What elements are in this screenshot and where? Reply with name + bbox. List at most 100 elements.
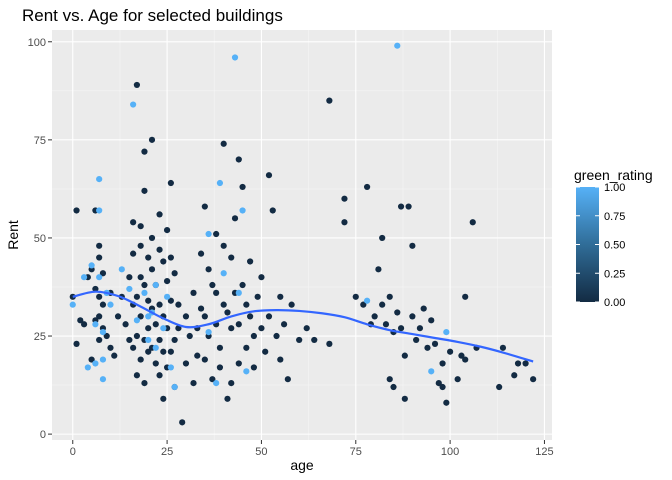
data-point xyxy=(179,419,186,426)
data-point xyxy=(167,297,174,304)
data-point xyxy=(171,336,178,344)
data-point xyxy=(243,344,250,351)
data-point xyxy=(371,313,378,320)
data-point xyxy=(443,399,450,406)
data-point xyxy=(250,364,257,371)
data-point xyxy=(194,352,201,359)
data-point-green xyxy=(99,356,107,363)
data-point xyxy=(209,281,216,289)
data-point xyxy=(273,332,280,340)
data-point xyxy=(182,313,190,320)
data-point xyxy=(405,203,412,210)
data-point-green xyxy=(92,321,99,328)
data-point xyxy=(280,321,288,328)
plot-panel xyxy=(52,30,552,440)
data-point-green xyxy=(363,297,371,304)
data-point xyxy=(420,305,427,312)
data-point xyxy=(341,219,348,226)
data-point xyxy=(439,383,446,391)
data-point xyxy=(235,321,242,328)
data-point-green xyxy=(171,383,178,391)
data-point xyxy=(213,289,220,296)
data-point-green xyxy=(126,285,133,293)
data-point xyxy=(379,301,386,308)
data-point xyxy=(96,254,103,261)
y-tick-label: 25 xyxy=(34,331,46,343)
data-point-green xyxy=(96,207,103,214)
data-point xyxy=(114,313,122,320)
data-point xyxy=(352,293,359,300)
x-tick-label: 100 xyxy=(441,446,459,458)
data-point-green xyxy=(443,329,450,336)
data-point xyxy=(462,356,469,363)
data-point xyxy=(397,325,405,332)
data-point xyxy=(186,332,193,340)
data-point xyxy=(258,325,265,332)
x-tick-label: 50 xyxy=(255,446,267,458)
data-point xyxy=(130,250,137,257)
data-point xyxy=(265,313,273,320)
x-tick-label: 25 xyxy=(161,446,173,458)
data-point xyxy=(220,242,227,249)
data-point xyxy=(424,344,431,351)
data-point-green xyxy=(394,42,401,49)
y-tick-label: 0 xyxy=(40,429,46,441)
data-point xyxy=(133,293,141,300)
data-point xyxy=(254,293,261,300)
x-tick-label: 125 xyxy=(535,446,553,458)
data-point xyxy=(197,250,205,257)
data-point xyxy=(167,254,174,261)
data-point xyxy=(160,348,167,355)
data-point xyxy=(458,352,465,359)
data-point xyxy=(296,336,303,344)
y-tick-label: 50 xyxy=(34,233,46,245)
data-point xyxy=(262,348,269,355)
data-point xyxy=(220,301,227,308)
legend-title: green_rating xyxy=(574,167,653,183)
y-axis-title: Rent xyxy=(5,220,21,250)
data-point-green xyxy=(205,230,212,238)
data-point xyxy=(228,380,235,387)
data-point xyxy=(250,332,257,340)
data-point xyxy=(439,360,446,367)
data-point-green xyxy=(145,336,152,344)
data-point-green xyxy=(231,54,239,61)
data-point xyxy=(375,266,382,273)
data-point xyxy=(99,270,107,277)
data-point xyxy=(462,293,469,300)
data-point xyxy=(303,325,310,332)
data-point xyxy=(137,313,144,320)
x-axis-title: age xyxy=(290,457,314,473)
legend-tick-label: 0.00 xyxy=(604,297,625,309)
data-point xyxy=(382,321,390,328)
data-point xyxy=(201,313,208,320)
data-point xyxy=(401,395,408,402)
data-point xyxy=(235,360,242,367)
data-point-green xyxy=(152,344,159,351)
data-point xyxy=(326,97,333,104)
data-point xyxy=(148,234,156,242)
x-tick-label: 0 xyxy=(70,446,76,458)
legend-tick-label: 0.75 xyxy=(604,211,625,223)
data-point xyxy=(145,325,152,332)
data-point xyxy=(137,223,144,230)
data-point xyxy=(220,140,227,147)
data-point-green xyxy=(96,175,103,183)
legend-colorbar xyxy=(576,187,599,302)
data-point-green xyxy=(243,368,250,375)
legend-tick-label: 0.50 xyxy=(604,240,625,252)
grid-major xyxy=(52,30,552,440)
data-point xyxy=(156,372,163,379)
data-point xyxy=(511,372,518,379)
data-point-green xyxy=(107,301,114,308)
data-point xyxy=(111,352,118,359)
data-point xyxy=(197,305,205,312)
x-tick-label: 75 xyxy=(350,446,362,458)
data-point xyxy=(167,179,174,187)
data-point xyxy=(73,207,80,214)
data-point xyxy=(152,360,159,367)
data-point xyxy=(247,258,254,265)
data-point-green xyxy=(216,179,224,187)
data-point-green xyxy=(99,376,107,383)
data-point-green xyxy=(163,293,171,300)
